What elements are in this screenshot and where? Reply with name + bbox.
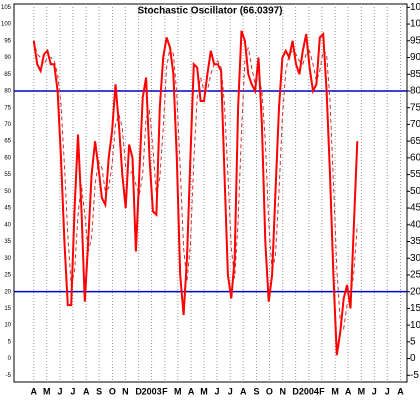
y-tick-label-right: 0 <box>410 353 416 364</box>
x-tick-label: 2003 <box>142 386 162 396</box>
y-tick-label-left: 80 <box>4 89 11 95</box>
y-tick-label-right: 15 <box>410 303 420 314</box>
y-tick-label-right: 70 <box>410 119 420 130</box>
x-tick-label: 2004 <box>299 386 319 396</box>
y-tick-label-left: 50 <box>4 189 11 195</box>
y-tick-label-right: 35 <box>410 236 420 247</box>
y-tick-label-right: 95 <box>410 35 420 46</box>
y-tick-label-right: 60 <box>410 153 420 164</box>
y-tick-label-left: 0 <box>8 356 12 362</box>
x-tick-label: A <box>240 386 247 396</box>
x-tick-label: N <box>122 386 129 396</box>
x-tick-label: J <box>372 386 377 396</box>
y-tick-label-right: 5 <box>410 336 416 347</box>
y-tick-label-left: 25 <box>4 273 11 279</box>
y-tick-label-right: 20 <box>410 286 420 297</box>
y-tick-label-left: 95 <box>4 38 11 44</box>
y-tick-label-right: 50 <box>410 186 420 197</box>
y-tick-label-right: 85 <box>410 69 420 80</box>
x-tick-label: M <box>331 386 339 396</box>
x-tick-label: F <box>162 386 168 396</box>
y-tick-label-right: 10 <box>410 320 420 331</box>
x-tick-label: M <box>174 386 182 396</box>
y-tick-label-left: 45 <box>4 206 11 212</box>
x-tick-label: D <box>135 386 142 396</box>
x-tick-label: M <box>43 386 51 396</box>
y-tick-label-left: -5 <box>6 373 12 379</box>
y-tick-label-right: 55 <box>410 169 420 180</box>
x-tick-label: J <box>385 386 390 396</box>
x-tick-label: D <box>292 386 299 396</box>
series-line <box>32 30 359 356</box>
y-tick-label-left: 5 <box>8 339 12 345</box>
y-tick-label-left: 100 <box>1 22 12 28</box>
y-tick-label-left: 40 <box>4 222 11 228</box>
y-tick-label-left: 55 <box>4 172 11 178</box>
x-tick-label: J <box>228 386 233 396</box>
y-tick-label-right: 105 <box>410 2 420 13</box>
x-tick-label: J <box>214 386 219 396</box>
x-tick-label: O <box>266 386 273 396</box>
y-tick-label-right: 30 <box>410 253 420 264</box>
x-tick-label: S <box>96 386 102 396</box>
x-tick-label: J <box>57 386 62 396</box>
y-tick-label-right: 90 <box>410 52 420 63</box>
y-tick-label-left: 65 <box>4 139 11 145</box>
y-tick-label-right: 80 <box>410 86 420 97</box>
x-tick-label: S <box>253 386 259 396</box>
x-tick-label: A <box>188 386 195 396</box>
y-tick-label-right: 40 <box>410 219 420 230</box>
y-tick-label-left: 85 <box>4 72 11 78</box>
y-tick-label-right: 25 <box>410 270 420 281</box>
y-tick-label-left: 15 <box>4 306 11 312</box>
y-tick-label-left: 30 <box>4 256 11 262</box>
y-tick-label-left: 90 <box>4 55 11 61</box>
y-tick-label-right: 65 <box>410 136 420 147</box>
x-tick-label: A <box>397 386 404 396</box>
x-tick-label: M <box>200 386 208 396</box>
y-tick-label-left: 20 <box>4 289 11 295</box>
y-tick-label-right: 75 <box>410 102 420 113</box>
x-tick-label: F <box>319 386 325 396</box>
x-tick-label: O <box>109 386 116 396</box>
y-tick-label-right: 100 <box>410 19 420 30</box>
y-tick-label-left: 35 <box>4 239 11 245</box>
x-tick-label: A <box>83 386 90 396</box>
y-tick-label-left: 70 <box>4 122 11 128</box>
x-tick-label: A <box>31 386 38 396</box>
y-tick-label-right: 45 <box>410 203 420 214</box>
chart-title: Stochastic Oscillator (66.0397) <box>137 6 282 17</box>
x-tick-label: M <box>358 386 366 396</box>
x-tick-label: N <box>279 386 286 396</box>
y-tick-label-left: 75 <box>4 105 11 111</box>
y-tick-label-right: -5 <box>410 370 419 381</box>
y-tick-label-left: 105 <box>1 5 12 11</box>
y-tick-label-left: 10 <box>4 323 11 329</box>
x-tick-label: A <box>345 386 352 396</box>
x-tick-label: J <box>70 386 75 396</box>
y-tick-label-left: 60 <box>4 155 11 161</box>
